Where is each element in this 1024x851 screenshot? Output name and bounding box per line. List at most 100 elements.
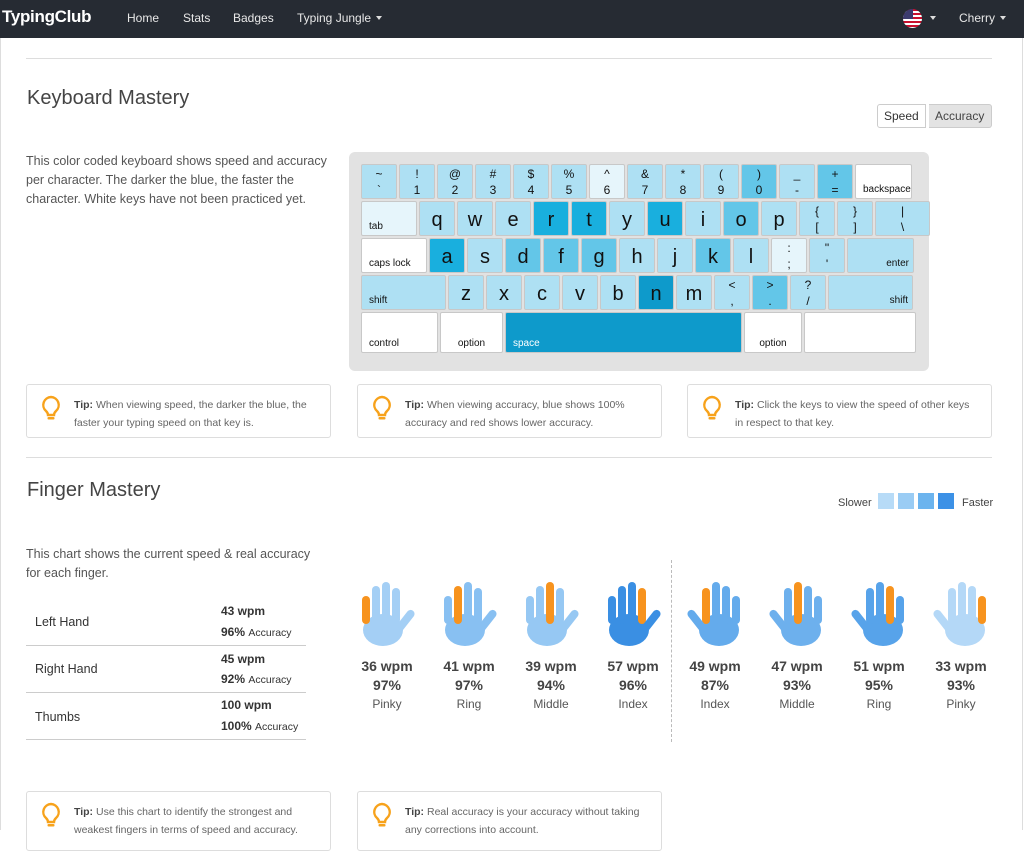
key-shift[interactable]: shift [361, 275, 446, 310]
key-l[interactable]: l [733, 238, 769, 273]
keyboard-description: This color coded keyboard shows speed an… [26, 154, 327, 206]
key-5[interactable]: % 5 [551, 164, 587, 199]
key-u[interactable]: u [647, 201, 683, 236]
key-7[interactable]: & 7 [627, 164, 663, 199]
key-f[interactable]: f [543, 238, 579, 273]
key-4[interactable]: $4 [513, 164, 549, 199]
key-\[interactable]: | \ [875, 201, 930, 236]
key-d[interactable]: d [505, 238, 541, 273]
key-space[interactable]: space [505, 312, 742, 353]
keyboard-mastery-title: Keyboard Mastery [27, 87, 190, 109]
finger-wpm: 36 wpm [361, 658, 413, 674]
key-label: b [612, 283, 624, 305]
key-w[interactable]: w [457, 201, 493, 236]
key-/[interactable]: ? / [790, 275, 826, 310]
accuracy-toggle-button[interactable]: Accuracy [929, 104, 992, 128]
key-h[interactable]: h [619, 238, 655, 273]
key-3[interactable]: #3 [475, 164, 511, 199]
key-n[interactable]: n [638, 275, 674, 310]
key-base-label: - [795, 183, 799, 197]
hand-wpm: 45 wpm [221, 652, 266, 666]
tip-text: Tip: When viewing speed, the darker the … [74, 396, 316, 432]
key-shift-label: ) [757, 167, 761, 181]
key-blank[interactable] [804, 312, 916, 353]
key-label: u [659, 209, 671, 231]
key-label: d [517, 246, 529, 268]
key-j[interactable]: j [657, 238, 693, 273]
key-][interactable]: }] [837, 201, 873, 236]
key-`[interactable]: ~ ` [361, 164, 397, 199]
key-b[interactable]: b [600, 275, 636, 310]
key-base-label: 7 [641, 183, 649, 197]
tip-body: When viewing accuracy, blue shows 100% a… [405, 399, 625, 429]
key-shift-label: $ [527, 167, 535, 181]
brand-logo[interactable]: TypingClub [2, 7, 92, 26]
key-c[interactable]: c [524, 275, 560, 310]
key-o[interactable]: o [723, 201, 759, 236]
key-p[interactable]: p [761, 201, 797, 236]
key-2[interactable]: @2 [437, 164, 473, 199]
key-,[interactable]: <, [714, 275, 750, 310]
hand-accuracy: 100% Accuracy [221, 719, 298, 733]
finger-stat-right-middle: 47 wpm 93% Middle [759, 580, 835, 711]
chevron-down-icon [376, 16, 383, 20]
key-q[interactable]: q [419, 201, 455, 236]
nav-home[interactable]: Home [127, 11, 160, 25]
key-6[interactable]: ^ 6 [589, 164, 625, 199]
language-chevron-down-icon[interactable] [930, 16, 936, 20]
key-tab[interactable]: tab [361, 201, 417, 236]
nav-stats[interactable]: Stats [183, 11, 211, 25]
key-8[interactable]: * 8 [665, 164, 701, 199]
finger-stat-right-ring: 51 wpm 95% Ring [841, 580, 917, 711]
key-s[interactable]: s [467, 238, 503, 273]
hand-wpm: 43 wpm [221, 604, 266, 618]
key-enter[interactable]: enter [847, 238, 914, 273]
key-k[interactable]: k [695, 238, 731, 273]
key-control[interactable]: control [361, 312, 438, 353]
key-=[interactable]: + = [817, 164, 853, 199]
key-y[interactable]: y [609, 201, 645, 236]
key-v[interactable]: v [562, 275, 598, 310]
key-backspace[interactable]: backspace [855, 164, 912, 199]
key-[[interactable]: {[ [799, 201, 835, 236]
key--[interactable]: _ - [779, 164, 815, 199]
key-r[interactable]: r [533, 201, 569, 236]
accuracy-word: Accuracy [255, 721, 299, 733]
key-m[interactable]: m [676, 275, 712, 310]
hand-icon [687, 582, 740, 646]
speed-toggle-button[interactable]: Speed [877, 104, 926, 128]
hand-stats-row: Left Hand 43 wpm 96% Accuracy [26, 598, 306, 646]
key-i[interactable]: i [685, 201, 721, 236]
user-menu[interactable]: Cherry [959, 11, 1007, 25]
key-e[interactable]: e [495, 201, 531, 236]
legend-faster-label: Faster [962, 497, 994, 509]
key-z[interactable]: z [448, 275, 484, 310]
key-9[interactable]: (9 [703, 164, 739, 199]
key-g[interactable]: g [581, 238, 617, 273]
key-0[interactable]: ) 0 [741, 164, 777, 199]
us-flag-icon[interactable] [903, 9, 922, 28]
nav-badges[interactable]: Badges [233, 11, 274, 25]
key-.[interactable]: >. [752, 275, 788, 310]
key-caps-lock[interactable]: caps lock [361, 238, 427, 273]
key-shift[interactable]: shift [828, 275, 913, 310]
key-shift-label: # [489, 167, 497, 181]
key-x[interactable]: x [486, 275, 522, 310]
key-label: h [631, 246, 643, 268]
key-shift-label: > [766, 278, 774, 292]
finger-name: Ring [456, 697, 482, 711]
key-label: c [537, 283, 547, 305]
key-1[interactable]: ! 1 [399, 164, 435, 199]
tip-label: Tip: [405, 399, 425, 411]
key-t[interactable]: t [571, 201, 607, 236]
key-a[interactable]: a [429, 238, 465, 273]
key-option[interactable]: option [744, 312, 802, 353]
key-base-label: ' [825, 257, 829, 271]
key-;[interactable]: :; [771, 238, 807, 273]
nav-typing-jungle[interactable]: Typing Jungle [297, 11, 383, 25]
finger-name: Middle [533, 697, 569, 711]
key-'[interactable]: " ' [809, 238, 845, 273]
key-shift-label: @ [448, 167, 462, 181]
key-option[interactable]: option [440, 312, 503, 353]
key-base-label: [ [815, 220, 819, 234]
